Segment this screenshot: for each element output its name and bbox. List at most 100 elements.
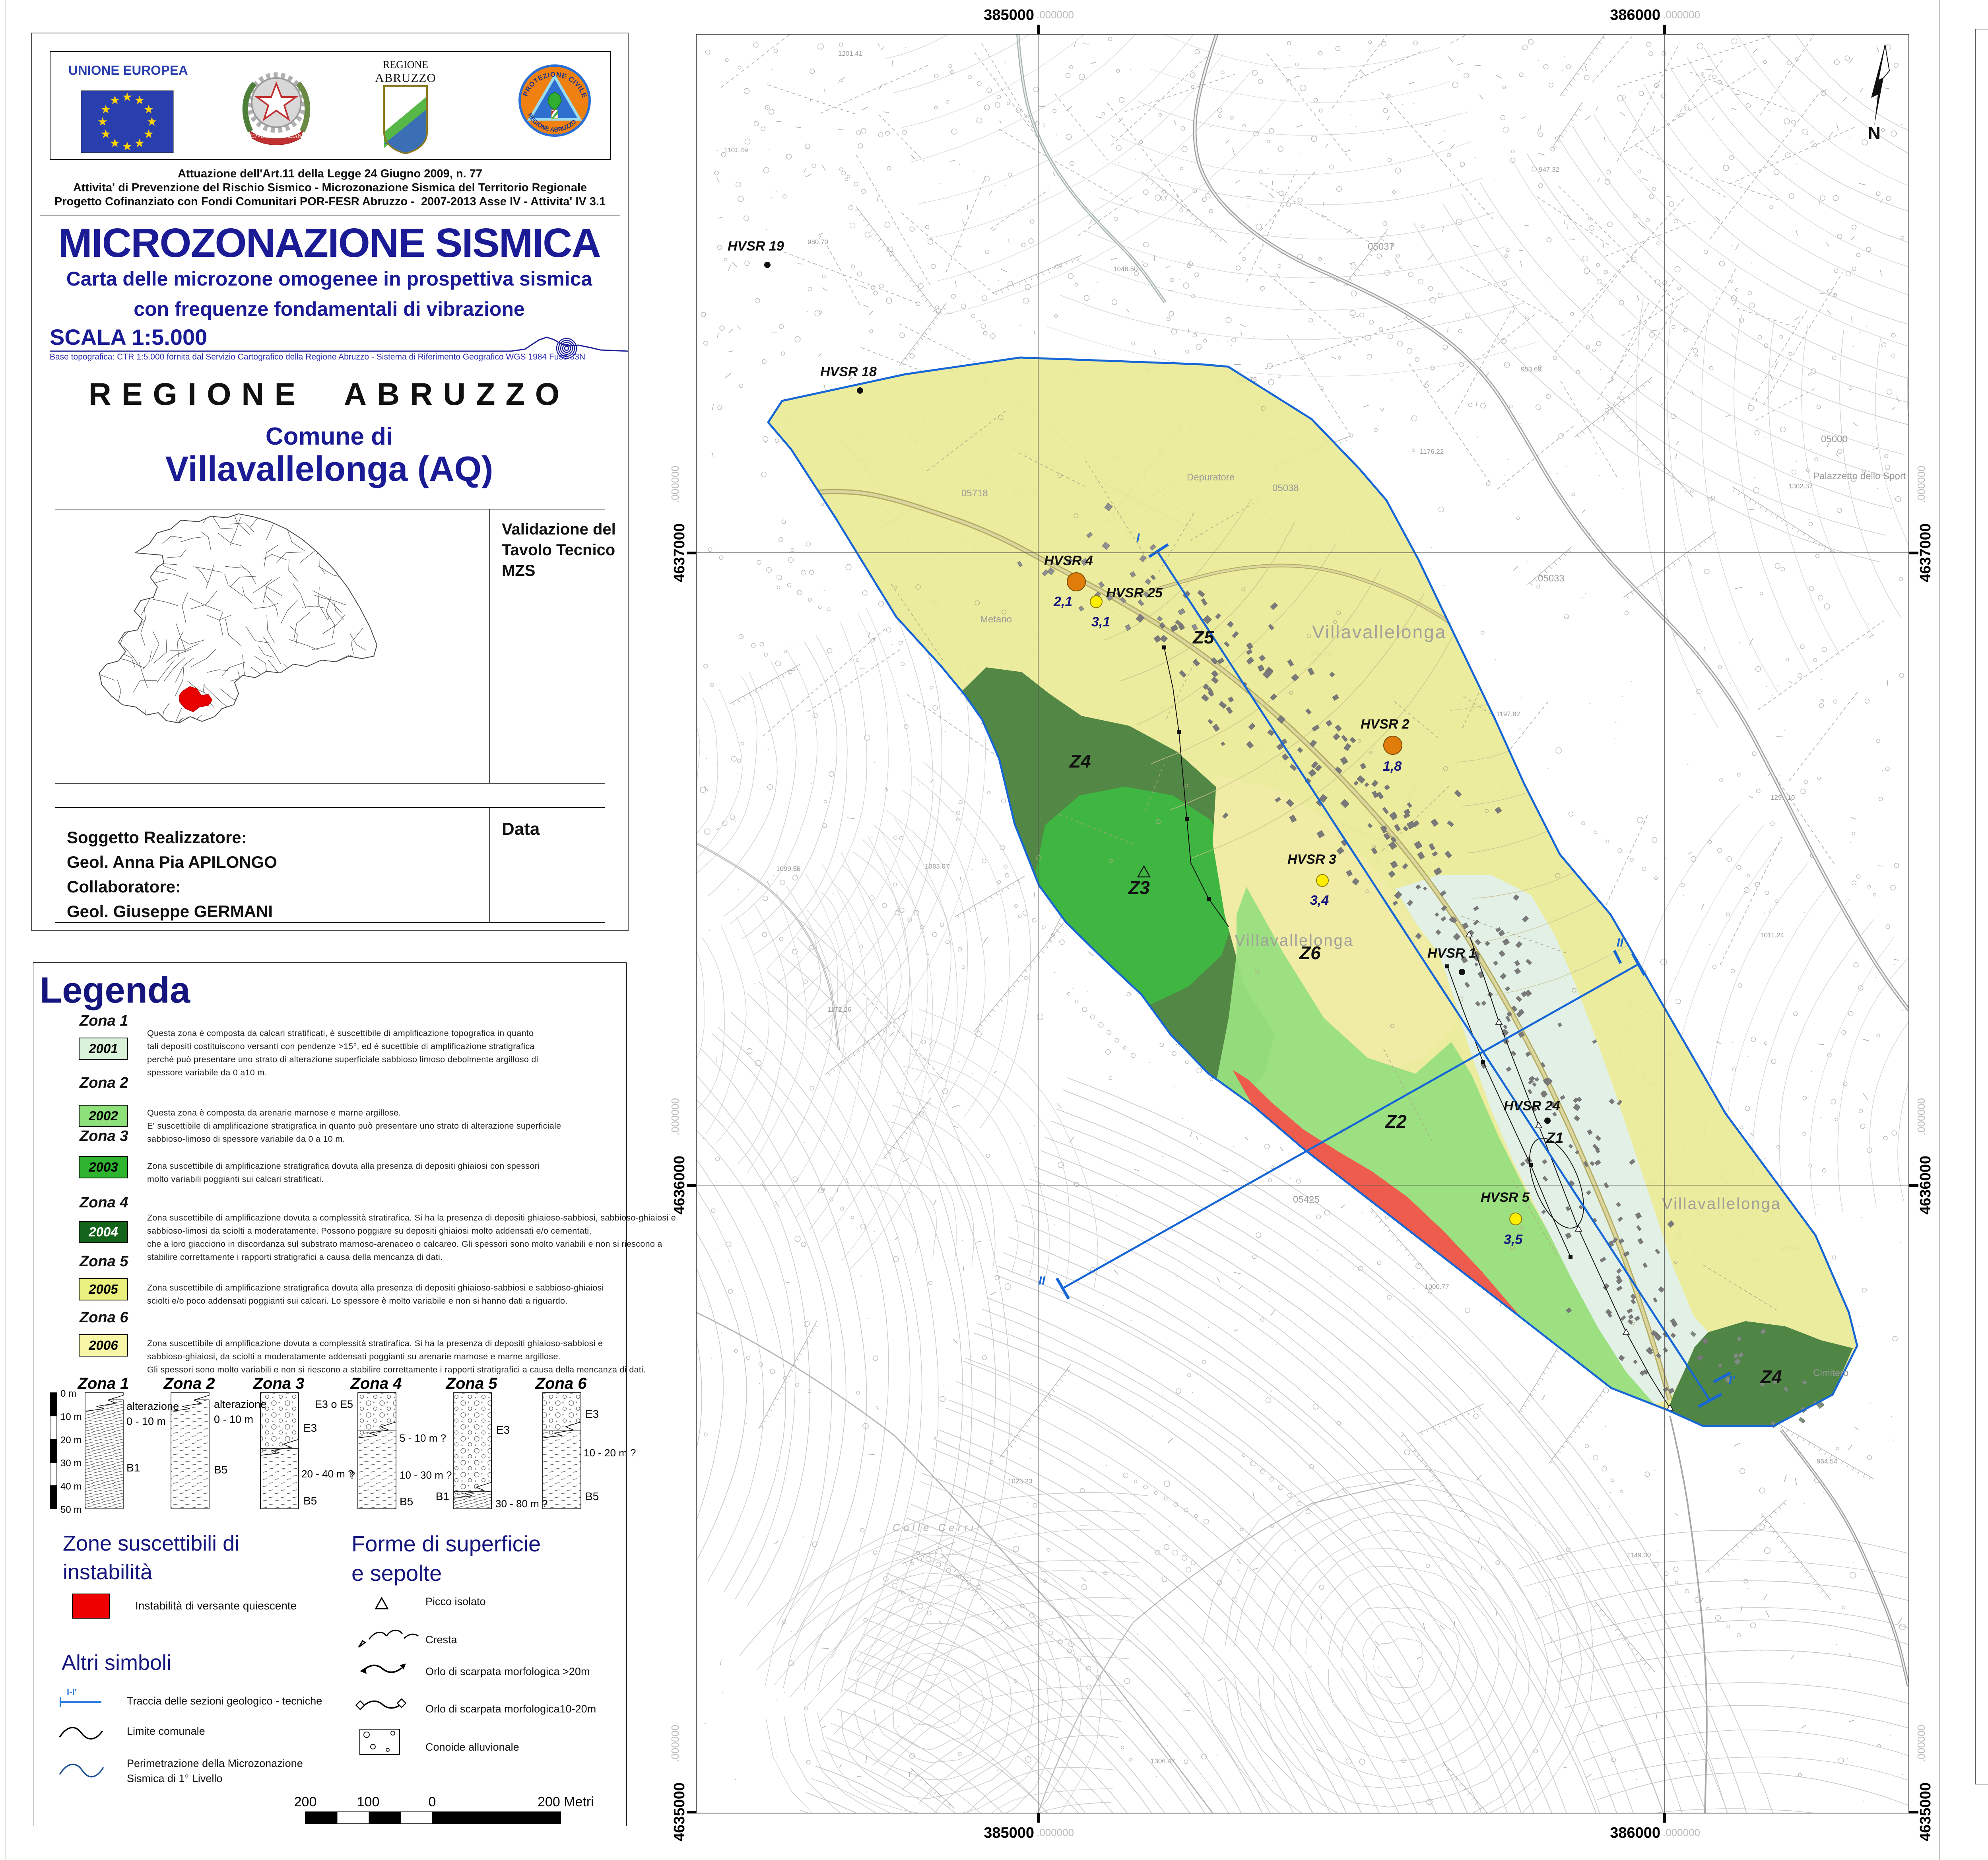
svg-text:Z5: Z5 (1192, 627, 1215, 647)
svg-text:.000000: .000000 (669, 466, 681, 503)
svg-text:4635000: 4635000 (671, 1782, 688, 1841)
svg-text:HVSR 19: HVSR 19 (728, 239, 784, 254)
svg-text:E3: E3 (585, 1408, 599, 1420)
svg-text:947.32: 947.32 (1539, 166, 1559, 173)
svg-text:★: ★ (110, 137, 120, 150)
svg-text:.000000: .000000 (669, 1725, 681, 1762)
svg-text:Z4: Z4 (1069, 751, 1091, 772)
svg-text:4637000: 4637000 (1917, 523, 1934, 582)
svg-text:1197.82: 1197.82 (1496, 710, 1520, 718)
svg-text:05037: 05037 (1368, 241, 1394, 252)
svg-text:Zona 3: Zona 3 (253, 1375, 305, 1392)
svg-text:Villavallelonga: Villavallelonga (1662, 1195, 1781, 1213)
svg-text:200: 200 (294, 1794, 317, 1809)
svg-text:.000000: .000000 (1915, 1098, 1927, 1135)
svg-text:05718: 05718 (961, 488, 988, 499)
svg-text:HVSR 1: HVSR 1 (1427, 946, 1476, 961)
svg-text:30 - 80 m ?: 30 - 80 m ? (495, 1498, 548, 1510)
svg-text:Z3: Z3 (1128, 877, 1150, 898)
svg-text:3,4: 3,4 (1310, 893, 1329, 908)
svg-text:05000: 05000 (1821, 434, 1848, 445)
svg-text:0: 0 (429, 1794, 436, 1809)
svg-text:E3: E3 (303, 1422, 317, 1434)
svg-text:Zona 6: Zona 6 (535, 1375, 587, 1392)
svg-text:HVSR 4: HVSR 4 (1044, 553, 1093, 568)
svg-text:05038: 05038 (1272, 483, 1299, 494)
svg-text:1176.22: 1176.22 (1420, 448, 1444, 455)
svg-text:★: ★ (122, 140, 133, 153)
svg-text:Zona 4: Zona 4 (350, 1375, 402, 1392)
svg-text:★: ★ (134, 94, 145, 107)
svg-text:1172.26: 1172.26 (827, 1006, 851, 1013)
svg-text:386000: 386000 (1610, 7, 1660, 23)
svg-text:Cimitero: Cimitero (1813, 1368, 1848, 1378)
svg-text:385000: 385000 (984, 7, 1034, 23)
svg-text:50 m: 50 m (60, 1504, 82, 1515)
svg-text:Z1: Z1 (1545, 1130, 1563, 1147)
svg-text:1,8: 1,8 (1383, 759, 1402, 774)
svg-text:.000000: .000000 (1037, 1827, 1074, 1839)
svg-text:385000: 385000 (984, 1825, 1034, 1841)
svg-text:1023.23: 1023.23 (1008, 1477, 1032, 1485)
svg-text:HVSR 25: HVSR 25 (1106, 585, 1163, 601)
svg-text:HVSR 3: HVSR 3 (1287, 852, 1336, 867)
svg-text:20 - 40 m ?: 20 - 40 m ? (301, 1468, 354, 1480)
svg-text:.000000: .000000 (1663, 9, 1700, 21)
svg-text:.000000: .000000 (1037, 9, 1074, 21)
svg-text:★: ★ (110, 94, 120, 107)
svg-text:05033: 05033 (1538, 573, 1565, 584)
svg-text:3,5: 3,5 (1504, 1232, 1523, 1247)
svg-text:Palazzetto dello Sport: Palazzetto dello Sport (1813, 471, 1906, 482)
svg-text:10 - 20 m ?: 10 - 20 m ? (584, 1447, 636, 1459)
svg-text:Zona 1: Zona 1 (78, 1375, 129, 1392)
svg-text:II': II' (1617, 936, 1627, 949)
svg-text:4635000: 4635000 (1917, 1782, 1934, 1841)
svg-text:200 Metri: 200 Metri (538, 1794, 594, 1809)
svg-text:B5: B5 (585, 1490, 599, 1502)
svg-text:4637000: 4637000 (671, 523, 688, 582)
svg-text:REPVBBLICA ITALIANA: REPVBBLICA ITALIANA (248, 133, 305, 139)
svg-text:1083.07: 1083.07 (925, 863, 949, 870)
svg-text:Zona 5: Zona 5 (446, 1375, 498, 1392)
svg-text:I-I': I-I' (67, 1687, 77, 1697)
svg-text:Villavallelonga: Villavallelonga (1235, 932, 1354, 949)
svg-text:I': I' (1729, 1374, 1735, 1387)
svg-text:alterazione: alterazione (126, 1400, 179, 1412)
svg-text:★: ★ (97, 115, 108, 128)
svg-text:20 m: 20 m (60, 1435, 82, 1446)
svg-text:Zona 2: Zona 2 (163, 1375, 215, 1392)
svg-text:.000000: .000000 (1915, 466, 1927, 503)
svg-text:N: N (1868, 124, 1881, 143)
svg-text:HVSR 18: HVSR 18 (820, 364, 877, 379)
svg-text:1149.30: 1149.30 (1627, 1551, 1651, 1559)
svg-text:0 - 10 m: 0 - 10 m (214, 1413, 253, 1425)
svg-text:alterazione: alterazione (214, 1398, 266, 1410)
svg-text:HVSR 24: HVSR 24 (1504, 1098, 1560, 1114)
svg-text:I: I (1136, 531, 1140, 544)
svg-text:★: ★ (144, 128, 154, 141)
svg-text:Z6: Z6 (1299, 943, 1321, 963)
svg-text:05425: 05425 (1293, 1194, 1320, 1205)
svg-text:1000.77: 1000.77 (1425, 1283, 1449, 1291)
svg-text:4636000: 4636000 (1917, 1156, 1934, 1215)
svg-text:980.70: 980.70 (808, 238, 828, 246)
svg-text:Colle Cerri: Colle Cerri (893, 1522, 977, 1533)
svg-text:★: ★ (101, 103, 111, 116)
svg-text:1302.37: 1302.37 (1788, 482, 1813, 490)
svg-text:Depuratore: Depuratore (1187, 472, 1235, 483)
svg-text:5 - 10 m ?: 5 - 10 m ? (400, 1432, 446, 1444)
svg-text:1101.49: 1101.49 (724, 146, 748, 154)
svg-text:B5: B5 (400, 1495, 413, 1508)
svg-text:3,1: 3,1 (1091, 614, 1110, 630)
svg-text:Z4: Z4 (1760, 1366, 1782, 1387)
svg-text:E3: E3 (496, 1424, 510, 1436)
svg-text:10 m: 10 m (60, 1411, 82, 1422)
svg-text:.000000: .000000 (1663, 1827, 1700, 1839)
svg-text:1046.50: 1046.50 (1113, 265, 1138, 273)
svg-text:1099.56: 1099.56 (776, 865, 800, 873)
svg-text:4636000: 4636000 (671, 1156, 688, 1215)
svg-text:964.54: 964.54 (1817, 1458, 1837, 1465)
svg-text:★: ★ (147, 115, 157, 128)
svg-text:0 m: 0 m (60, 1388, 76, 1399)
svg-text:100: 100 (357, 1794, 380, 1809)
